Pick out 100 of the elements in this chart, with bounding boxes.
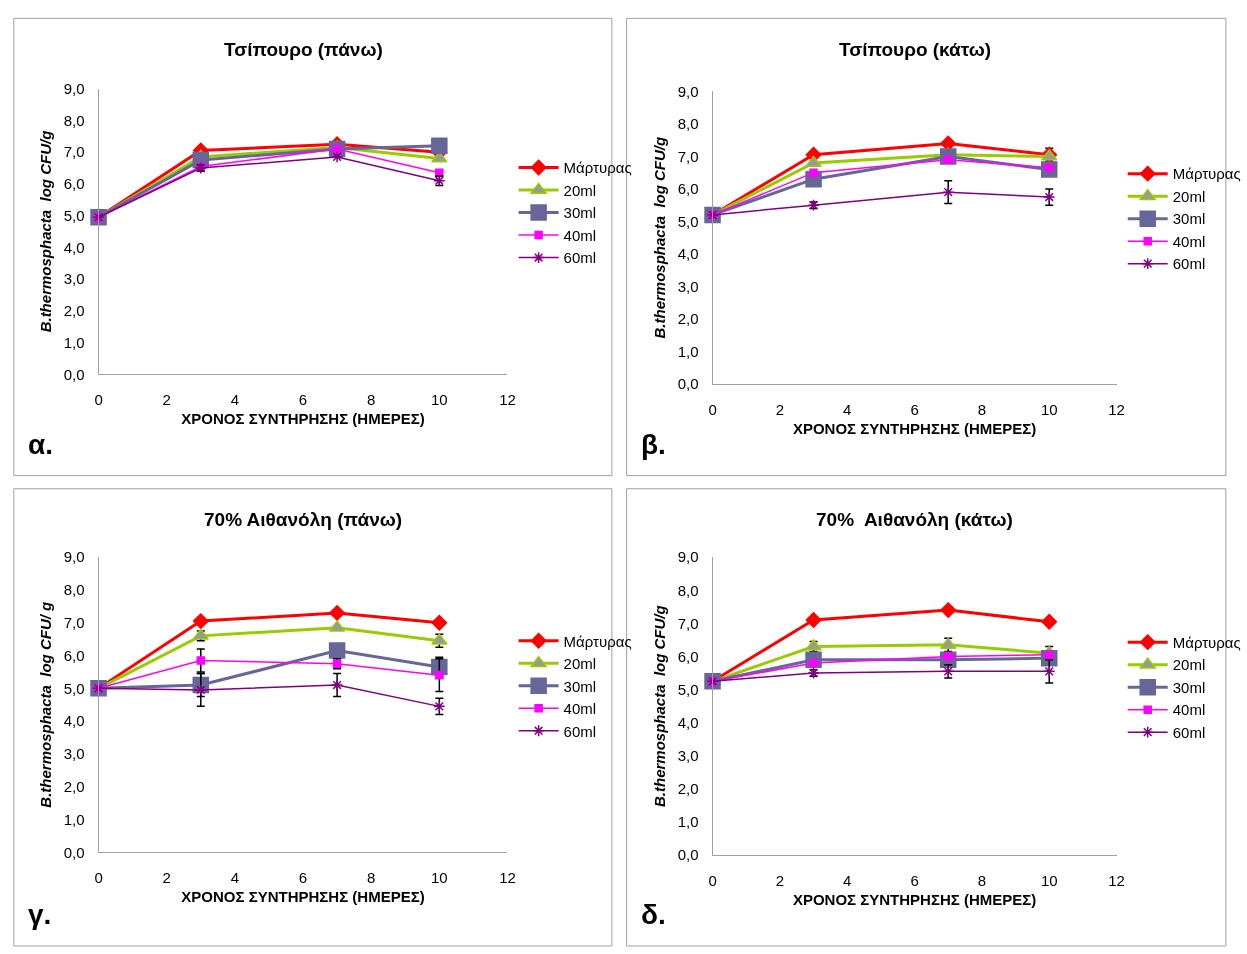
legend-label: 30ml	[1172, 678, 1206, 696]
x-axis-title: ΧΡΟΝΟΣ ΣΥΝΤΗΡΗΣΗΣ (ΗΜΕΡΕΣ)	[792, 419, 1037, 437]
chart-title: 70% Αιθανόλη (πάνω)	[204, 509, 403, 530]
y-tick-label: 7,0	[677, 614, 699, 632]
x-tick-label: 12	[499, 869, 516, 887]
legend-label: 30ml	[1172, 210, 1206, 228]
x-tick-label: 12	[499, 391, 516, 409]
y-tick-label: 7,0	[63, 143, 85, 161]
x-tick-label: 8	[977, 872, 987, 890]
y-tick-label: 1,0	[63, 333, 85, 351]
legend-label: 60ml	[563, 249, 597, 267]
y-tick-label: 4,0	[677, 713, 699, 731]
legend-label: 40ml	[563, 226, 597, 244]
y-tick-label: 1,0	[63, 810, 85, 828]
y-axis-title: B.thermosphacta log CFU/g	[650, 605, 668, 807]
legend-label: 60ml	[1172, 255, 1206, 273]
y-tick-label: 7,0	[63, 613, 85, 631]
legend-label: 20ml	[1172, 187, 1206, 205]
y-tick-label: 1,0	[677, 342, 699, 360]
chart-title: 70% Αιθανόλη (κάτω)	[816, 509, 1013, 530]
y-tick-label: 0,0	[677, 846, 699, 864]
x-tick-label: 4	[230, 391, 240, 409]
legend-label: Μάρτυρας	[563, 632, 632, 650]
y-tick-label: 9,0	[677, 82, 699, 100]
y-tick-label: 8,0	[63, 581, 85, 599]
y-tick-label: 3,0	[63, 270, 85, 288]
y-tick-label: 1,0	[677, 813, 699, 831]
y-tick-label: 6,0	[63, 646, 85, 664]
x-tick-label: 4	[843, 400, 852, 418]
x-axis-title: ΧΡΟΝΟΣ ΣΥΝΤΗΡΗΣΗΣ (ΗΜΕΡΕΣ)	[181, 888, 425, 906]
y-tick-label: 8,0	[677, 581, 699, 599]
y-tick-label: 4,0	[63, 238, 85, 256]
x-axis-title: ΧΡΟΝΟΣ ΣΥΝΤΗΡΗΣΗΣ (ΗΜΕΡΕΣ)	[792, 891, 1037, 909]
y-axis-title: B.thermosphacta log CFU/g	[36, 130, 54, 333]
y-tick-label: 3,0	[677, 747, 699, 765]
y-tick-label: 2,0	[63, 302, 85, 320]
text: γ.	[28, 899, 52, 930]
x-axis-title: ΧΡΟΝΟΣ ΣΥΝΤΗΡΗΣΗΣ (ΗΜΕΡΕΣ)	[181, 410, 425, 428]
y-tick-label: 2,0	[677, 310, 699, 328]
x-tick-label: 6	[910, 872, 919, 890]
y-tick-label: 2,0	[677, 780, 699, 798]
text: δ.	[641, 899, 666, 930]
x-tick-label: 6	[298, 391, 308, 409]
y-tick-label: 8,0	[63, 111, 85, 129]
legend-label: 20ml	[1172, 656, 1206, 674]
legend-label: 40ml	[1172, 701, 1206, 719]
y-tick-label: 4,0	[677, 245, 699, 263]
y-tick-label: 5,0	[677, 680, 699, 698]
y-tick-label: 0,0	[677, 375, 699, 393]
legend-label: Μάρτυρας	[1172, 165, 1241, 183]
legend-label: 20ml	[563, 655, 597, 673]
text: β.	[641, 429, 666, 460]
x-tick-label: 12	[1108, 872, 1125, 890]
x-tick-label: 2	[162, 391, 171, 409]
x-tick-label: 2	[162, 869, 171, 887]
y-tick-label: 5,0	[63, 206, 85, 224]
x-tick-label: 0	[94, 869, 103, 887]
x-tick-label: 10	[1040, 872, 1058, 890]
legend-label: 40ml	[563, 700, 597, 718]
y-tick-label: 0,0	[63, 365, 85, 383]
x-tick-label: 10	[430, 869, 448, 887]
x-tick-label: 6	[910, 400, 919, 418]
x-tick-label: 4	[230, 869, 240, 887]
y-tick-label: 2,0	[63, 777, 85, 795]
legend-label: 30ml	[563, 204, 597, 222]
legend-label: 40ml	[1172, 232, 1206, 250]
y-tick-label: 8,0	[677, 115, 699, 133]
y-tick-label: 0,0	[63, 843, 85, 861]
x-tick-label: 12	[1108, 400, 1125, 418]
x-tick-label: 4	[843, 872, 852, 890]
x-tick-label: 0	[708, 872, 717, 890]
x-tick-label: 10	[1040, 400, 1058, 418]
legend-label: 60ml	[1172, 723, 1206, 741]
text: α.	[28, 429, 53, 460]
y-tick-label: 3,0	[677, 277, 699, 295]
y-tick-label: 3,0	[63, 745, 85, 763]
legend-label: 60ml	[563, 722, 597, 740]
x-tick-label: 10	[430, 391, 448, 409]
y-tick-label: 6,0	[677, 180, 699, 198]
y-tick-label: 6,0	[63, 175, 85, 193]
y-axis-title: B.thermosphacta log CFU/g	[650, 136, 668, 339]
y-tick-label: 7,0	[677, 147, 699, 165]
legend-label: Μάρτυρας	[1172, 633, 1241, 651]
x-tick-label: 6	[298, 869, 308, 887]
y-tick-label: 6,0	[677, 647, 699, 665]
y-tick-label: 5,0	[63, 679, 85, 697]
x-tick-label: 2	[775, 872, 785, 890]
y-tick-label: 9,0	[63, 548, 85, 566]
x-tick-label: 8	[977, 400, 987, 418]
chart-title: Τσίπουρο (κάτω)	[839, 39, 992, 60]
x-tick-label: 8	[367, 869, 376, 887]
x-tick-label: 0	[94, 391, 103, 409]
y-tick-label: 9,0	[677, 548, 699, 566]
chart-title: Τσίπουρο (πάνω)	[224, 39, 383, 60]
x-tick-label: 0	[708, 400, 717, 418]
y-tick-label: 9,0	[63, 79, 85, 97]
x-tick-label: 2	[775, 400, 785, 418]
legend-label: Μάρτυρας	[563, 159, 632, 177]
y-axis-title: B.thermosphacta log CFU/ g	[36, 601, 54, 808]
legend-label: 30ml	[563, 677, 597, 695]
